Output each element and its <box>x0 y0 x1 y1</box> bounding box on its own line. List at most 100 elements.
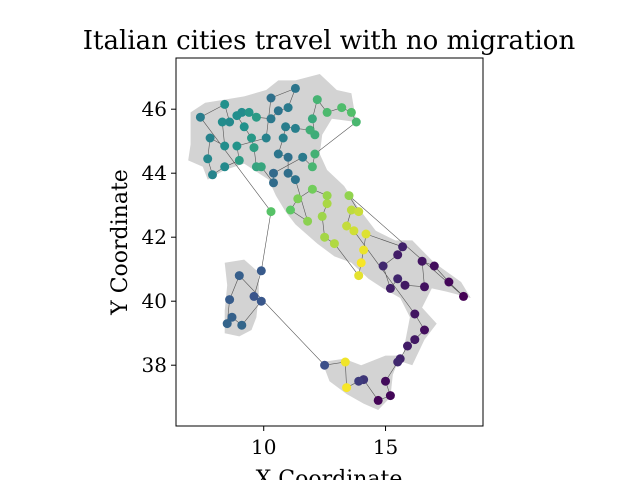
city-point <box>322 191 332 201</box>
city-point <box>217 117 227 127</box>
city-point <box>222 319 232 329</box>
city-point <box>349 226 359 236</box>
city-point <box>256 296 266 306</box>
city-point <box>220 99 230 109</box>
city-point <box>342 383 352 393</box>
city-point <box>400 280 410 290</box>
y-axis-label: Y Coordinate <box>108 169 133 316</box>
city-point <box>354 271 364 281</box>
city-point <box>393 357 403 367</box>
y-tick-label: 38 <box>142 353 167 377</box>
city-point <box>385 391 395 401</box>
city-point <box>232 141 242 151</box>
city-point <box>225 295 235 305</box>
city-point <box>220 162 230 172</box>
city-point <box>278 133 288 143</box>
city-point <box>249 291 259 301</box>
city-point <box>340 357 350 367</box>
city-point <box>410 335 420 345</box>
city-point <box>381 376 390 386</box>
city-point <box>283 168 293 178</box>
city-point <box>203 154 213 164</box>
ticks: 10 15 38 40 42 44 46 <box>142 97 399 459</box>
city-point <box>361 229 371 239</box>
city-point <box>346 107 356 117</box>
city-point <box>459 291 468 301</box>
city-point <box>303 216 313 226</box>
city-point <box>398 242 408 252</box>
city-point <box>290 175 300 185</box>
city-point <box>393 250 403 260</box>
city-point <box>293 194 303 204</box>
plot-area <box>188 74 471 410</box>
city-point <box>410 309 420 319</box>
city-point <box>322 199 332 209</box>
y-tick-label: 40 <box>142 289 167 313</box>
city-point <box>351 117 361 127</box>
city-point <box>337 103 347 113</box>
city-point <box>310 149 320 159</box>
city-point <box>373 395 383 405</box>
chart-title: Italian cities travel with no migration <box>83 26 576 56</box>
x-axis-label: X Coordinate <box>256 467 403 480</box>
city-point <box>208 170 217 180</box>
city-point <box>273 149 283 159</box>
city-points <box>195 83 468 405</box>
city-point <box>269 178 278 188</box>
city-point <box>273 106 283 116</box>
x-tick-label: 15 <box>373 435 398 459</box>
city-point <box>247 133 256 143</box>
city-point <box>290 83 300 93</box>
city-point <box>346 205 356 215</box>
y-tick-label: 46 <box>142 97 167 121</box>
city-point <box>342 221 352 231</box>
city-point <box>290 123 300 133</box>
city-point <box>444 277 454 287</box>
axes-frame <box>175 57 484 427</box>
x-tick-label: 10 <box>251 435 276 459</box>
city-point <box>205 133 215 143</box>
city-point <box>286 205 295 215</box>
city-point <box>320 360 330 370</box>
city-point <box>283 152 293 162</box>
city-point <box>251 112 261 122</box>
city-point <box>234 155 244 165</box>
city-point <box>317 211 327 221</box>
city-point <box>234 271 244 281</box>
city-point <box>359 245 369 255</box>
city-point <box>256 266 266 276</box>
city-point <box>420 325 429 335</box>
city-point <box>417 256 427 266</box>
city-point <box>307 162 317 172</box>
city-point <box>403 341 412 351</box>
city-point <box>354 376 364 386</box>
city-point <box>305 125 315 135</box>
city-point <box>266 207 276 217</box>
city-point <box>281 122 291 132</box>
city-point <box>227 312 237 322</box>
city-point <box>244 107 254 117</box>
city-point <box>307 184 317 194</box>
city-point <box>266 93 276 103</box>
city-point <box>195 112 205 122</box>
city-point <box>269 168 278 178</box>
y-tick-label: 44 <box>142 161 167 185</box>
city-point <box>261 133 271 143</box>
city-point <box>232 111 242 121</box>
city-point <box>322 107 332 117</box>
city-point <box>393 274 403 284</box>
city-point <box>283 103 293 113</box>
city-point <box>320 232 330 242</box>
city-point <box>298 152 308 162</box>
city-point <box>266 114 276 124</box>
city-point <box>225 117 235 127</box>
city-point <box>256 162 266 172</box>
city-point <box>312 95 322 105</box>
city-point <box>329 239 339 249</box>
city-point <box>220 141 230 151</box>
city-point <box>385 283 395 293</box>
city-point <box>356 258 366 268</box>
city-point <box>429 261 439 271</box>
city-point <box>249 143 259 153</box>
